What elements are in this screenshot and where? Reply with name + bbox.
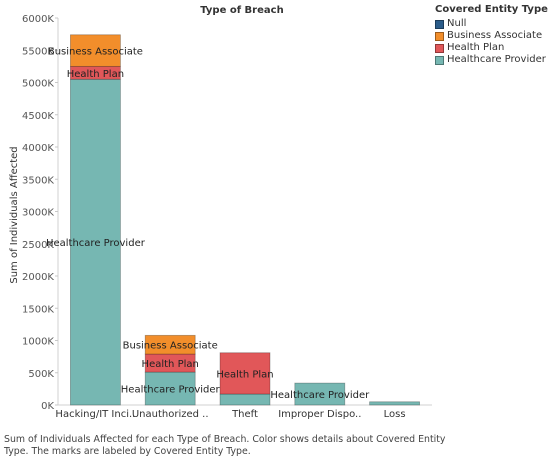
y-tick-label: 3000K: [22, 208, 54, 219]
x-tick-label: Improper Dispo..: [278, 409, 361, 420]
y-tick-label: 5500K: [22, 46, 54, 57]
bar-segment-theft-healthcare-provider[interactable]: [219, 393, 271, 406]
y-tick-label: 0K: [41, 401, 54, 412]
y-tick-label: 2000K: [22, 272, 54, 283]
chart-caption: Sum of Individuals Affected for each Typ…: [4, 434, 544, 458]
caption-line-2: Type. The marks are labeled by Covered E…: [4, 446, 251, 457]
legend-swatch-null: [435, 19, 444, 29]
data-label: Healthcare Provider: [270, 390, 370, 401]
bar-segment-unauthorized-business-associate[interactable]: [144, 334, 196, 355]
legend-item-business-associate[interactable]: Business Associate: [435, 30, 549, 42]
x-axis: Hacking/IT Inci..Unauthorized .. Theft Imp…: [55, 404, 432, 420]
x-tick-label: Hacking/IT Inci..: [55, 409, 135, 420]
legend-label-business-associate: Business Associate: [447, 30, 543, 41]
data-label: Business Associate: [48, 47, 143, 58]
legend-item-healthcare-provider[interactable]: Healthcare Provider: [435, 54, 549, 66]
y-tick-label: 6000K: [22, 14, 54, 25]
y-tick-label: 4500K: [22, 111, 54, 122]
data-label: Health Plan: [216, 369, 273, 380]
y-axis-label: Sum of Individuals Affected: [9, 146, 20, 283]
y-tick-label: 1000K: [22, 337, 54, 348]
legend: Covered Entity Type Null Business Associ…: [435, 4, 549, 66]
data-label: Business Associate: [123, 341, 218, 352]
legend-swatch-healthcare-provider: [435, 55, 444, 65]
legend-label-null: Null: [447, 18, 467, 29]
y-tick-label: 2500K: [22, 240, 54, 251]
data-label: Health Plan: [142, 359, 199, 370]
caption-line-1: Sum of Individuals Affected for each Typ…: [4, 434, 446, 445]
y-tick-label: 3500K: [22, 175, 54, 186]
x-tick-label: Loss: [384, 409, 406, 420]
data-label: Healthcare Provider: [46, 238, 146, 249]
bar-segment-unauthorized-healthcare-provider[interactable]: [144, 371, 196, 406]
bar-labels: Business Associate Health Plan Healthcare …: [46, 47, 370, 401]
x-tick-label: Unauthorized ..: [132, 409, 209, 420]
bar-segment-improper-dispo-healthcare-provider[interactable]: [294, 382, 346, 406]
legend-label-health-plan: Health Plan: [447, 42, 505, 53]
data-label: Health Plan: [67, 69, 124, 80]
y-axis: 0K 500K 1000K 1500K 2000K 2500K 3000K 3500K 4000…: [22, 14, 59, 412]
bar-segment-loss-healthcare-provider[interactable]: [369, 401, 421, 406]
legend-label-healthcare-provider: Healthcare Provider: [447, 54, 546, 65]
bar-segment-theft-health-plan[interactable]: [219, 352, 271, 395]
x-tick-label: Theft: [231, 409, 258, 420]
y-tick-label: 500K: [28, 369, 54, 380]
legend-title: Covered Entity Type: [435, 4, 548, 15]
bars: [70, 34, 421, 406]
legend-swatch-health-plan: [435, 43, 444, 53]
bar-segment-unauthorized-health-plan[interactable]: [144, 353, 196, 373]
bar-segment-hacking-it-inci-business-associate[interactable]: [70, 34, 121, 67]
legend-swatch-business-associate: [435, 31, 444, 41]
legend-item-null[interactable]: Null: [435, 18, 549, 30]
y-tick-label: 5000K: [22, 79, 54, 90]
bar-segment-hacking-it-inci-healthcare-provider[interactable]: [70, 78, 121, 406]
data-label: Healthcare Provider: [121, 385, 221, 396]
chart-title: Type of Breach: [200, 5, 283, 16]
legend-item-health-plan[interactable]: Health Plan: [435, 42, 549, 54]
y-tick-label: 1500K: [22, 304, 54, 315]
y-tick-label: 4000K: [22, 143, 54, 154]
